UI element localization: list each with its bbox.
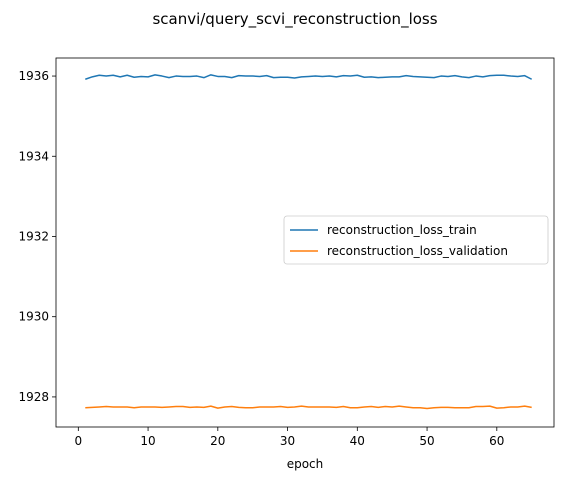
legend: reconstruction_loss_train reconstruction_… xyxy=(283,215,549,265)
plot-frame xyxy=(55,57,555,428)
x-tick-label: 30 xyxy=(280,434,295,448)
x-tick-label: 20 xyxy=(210,434,225,448)
y-tick-label: 1936 xyxy=(18,69,49,83)
legend-label: reconstruction_loss_validation xyxy=(327,244,508,258)
chart-title: scanvi/query_scvi_reconstruction_loss xyxy=(152,10,437,29)
x-tick-label: 0 xyxy=(74,434,82,448)
x-tick-label: 40 xyxy=(350,434,365,448)
x-tick-label: 50 xyxy=(419,434,434,448)
series-line-reconstruction-loss-train xyxy=(85,74,533,80)
y-tick-label: 1934 xyxy=(18,149,49,163)
series-layer xyxy=(85,74,533,410)
y-tick-label: 1928 xyxy=(18,390,49,404)
x-axis: 0 10 20 30 40 50 60 xyxy=(74,427,504,448)
x-tick-label: 60 xyxy=(489,434,504,448)
series-line-reconstruction-loss-validation xyxy=(85,405,532,410)
x-axis-label: epoch xyxy=(287,457,324,471)
y-tick-label: 1932 xyxy=(18,229,49,243)
legend-label: reconstruction_loss_train xyxy=(327,223,477,237)
y-axis: 1928 1930 1932 1934 1936 xyxy=(18,69,56,404)
y-tick-label: 1930 xyxy=(18,310,49,324)
legend-box xyxy=(283,215,549,265)
x-tick-label: 10 xyxy=(140,434,155,448)
